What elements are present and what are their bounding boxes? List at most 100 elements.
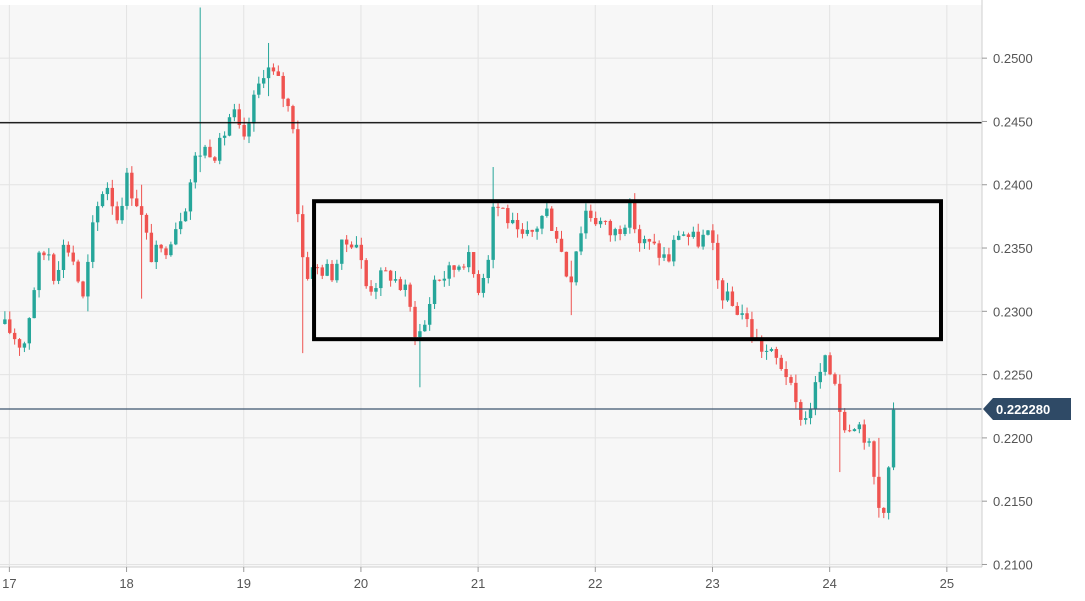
candle-bullish [105,187,110,195]
time-tick-label: 23 [705,576,719,591]
candle-bearish [388,270,393,281]
candle-bearish [213,157,217,161]
candle-bearish [471,252,476,275]
candle-bullish [188,182,193,212]
candle-bullish [154,244,158,263]
candle-bearish [17,339,22,348]
candle-bearish [398,279,403,290]
candle-bearish [833,374,837,384]
price-tick-label: 0.2300 [993,304,1033,319]
candle-bullish [403,284,407,290]
candle-bearish [603,220,608,222]
candle-bullish [393,279,398,281]
candle-bearish [838,383,842,412]
candle-bullish [510,219,515,224]
candle-bearish [315,267,320,269]
candle-bullish [701,234,705,247]
candle-bearish [149,232,154,263]
candle-bullish [232,109,237,118]
time-tick-label: 20 [354,576,368,591]
candle-bearish [862,424,866,443]
time-tick-label: 22 [588,576,602,591]
candle-bearish [789,377,793,383]
plot-background [0,5,982,567]
candle-bearish [735,305,739,315]
candle-bullish [535,228,539,232]
candle-bullish [467,252,471,268]
candle-bullish [813,382,818,410]
candle-bullish [198,155,202,157]
candle-bearish [301,214,305,258]
candle-bearish [779,357,783,369]
candle-bullish [725,291,730,301]
candle-bullish [628,201,632,228]
price-tick-label: 0.2150 [993,494,1033,509]
candle-bullish [681,234,686,236]
candle-bullish [340,239,344,264]
candle-bearish [130,172,134,199]
candle-bearish [81,281,85,297]
range-box [312,199,943,342]
candle-bearish [696,231,700,247]
candle-bullish [642,239,647,244]
candle-bearish [730,291,735,306]
time-tick-label: 25 [940,576,954,591]
candle-bearish [271,67,276,72]
candle-bullish [22,343,27,348]
candle-bullish [598,220,603,225]
candle-bearish [784,368,788,378]
candle-bullish [823,355,827,372]
candle-bullish [545,208,549,216]
candle-bearish [520,229,525,234]
price-tick-label: 0.2450 [993,114,1033,129]
candle-bullish [769,349,774,351]
candle-bearish [476,274,481,293]
candle-bearish [550,208,554,231]
candle-bullish [691,231,696,237]
candle-bearish [774,349,779,358]
candle-bearish [589,210,593,219]
candle-bullish [706,230,710,235]
price-tick-label: 0.2100 [993,557,1033,572]
candle-bullish [613,229,617,236]
candle-bullish [584,210,588,234]
candle-bearish [633,201,637,230]
candle-bearish [144,214,149,233]
price-tick-label: 0.2350 [993,241,1033,256]
candle-bearish [76,261,80,282]
candle-bullish [178,221,183,230]
candle-bullish [266,67,271,79]
time-tick-label: 24 [822,576,836,591]
candle-bullish [61,244,66,270]
candle-bearish [608,220,613,236]
candle-bearish [330,263,334,281]
candle-bearish [686,234,691,237]
candle-bearish [637,229,642,244]
candle-bearish [530,229,534,232]
candle-bullish [574,251,578,283]
candle-bearish [750,319,754,338]
candle-bullish [247,123,251,137]
candle-bullish [257,83,261,95]
candle-bearish [135,198,139,207]
candle-bullish [47,254,51,256]
candle-bullish [740,313,744,315]
candle-bearish [515,219,520,230]
candle-bullish [325,263,329,276]
candle-bullish [95,206,100,223]
candle-bearish [42,252,46,256]
candle-bearish [618,229,622,235]
time-tick-label: 17 [2,576,16,591]
candle-bullish [432,279,437,305]
candle-bullish [672,239,676,262]
candle-bearish [496,206,500,208]
candle-bullish [227,117,232,136]
candle-bearish [305,257,310,279]
candle-bearish [408,284,412,307]
candle-bullish [169,244,173,256]
candle-bullish [27,318,32,344]
candle-bearish [842,411,847,431]
candle-bullish [481,277,486,293]
candle-bearish [12,332,17,340]
candle-bearish [344,239,349,245]
